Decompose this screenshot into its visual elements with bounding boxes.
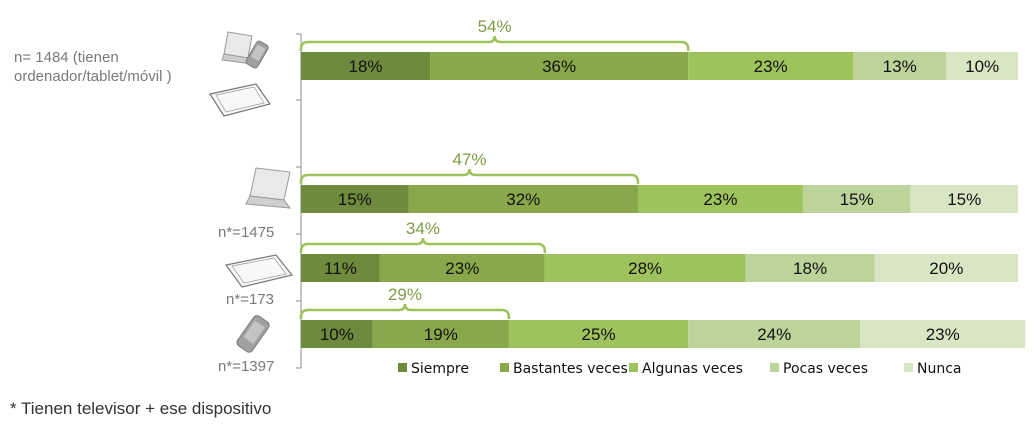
bar-segment — [301, 185, 409, 213]
bar-segment — [508, 320, 689, 348]
bar-segment — [853, 52, 947, 80]
legend-swatch — [398, 363, 407, 372]
bar-value-label: 15% — [338, 190, 372, 209]
bracket — [299, 303, 511, 319]
bar-value-label: 23% — [754, 57, 788, 76]
bar-value-label: 32% — [506, 190, 540, 209]
legend-label: Siempre — [411, 361, 469, 377]
bar-segment — [946, 52, 1018, 80]
bar-value-label: 10% — [965, 57, 999, 76]
bar-segment — [301, 320, 373, 348]
footnote: * Tienen televisor + ese dispositivo — [10, 399, 272, 418]
bar-value-label: 25% — [582, 325, 616, 344]
bar-value-label: 23% — [926, 325, 960, 344]
legend-swatch — [904, 363, 913, 372]
bar-value-label: 15% — [840, 190, 874, 209]
bar-value-label: 11% — [324, 259, 357, 278]
bracket-label: 34% — [406, 219, 440, 238]
bracket-label: 47% — [452, 150, 486, 169]
bar-value-label: 20% — [929, 259, 963, 278]
phone-icon — [236, 315, 270, 353]
bar-segment — [544, 254, 746, 282]
tablet-icon — [224, 254, 294, 288]
bar-value-label: 23% — [445, 259, 479, 278]
legend-label: Pocas veces — [783, 361, 868, 377]
bracket-label: 29% — [388, 285, 422, 304]
bar-segment — [874, 254, 1018, 282]
bracket — [299, 237, 547, 253]
bar-value-label: 13% — [883, 57, 917, 76]
legend-label: Algunas veces — [642, 361, 743, 377]
bar-segment — [301, 52, 431, 80]
legend-label: Bastantes veces — [513, 361, 628, 377]
bar-value-label: 18% — [793, 259, 827, 278]
bar-value-label: 28% — [628, 259, 662, 278]
bar-segment — [408, 185, 638, 213]
legend-swatch — [500, 363, 509, 372]
bracket-label: 54% — [478, 17, 512, 36]
bar-segment — [379, 254, 545, 282]
bar-segment — [637, 185, 803, 213]
bar-value-label: 23% — [703, 190, 737, 209]
legend-swatch — [629, 363, 638, 372]
bar-value-label: 15% — [947, 190, 981, 209]
bracket — [299, 35, 690, 51]
row-label-movil: n*=1397 — [218, 358, 275, 375]
laptop-icon — [245, 167, 292, 209]
bar-segment — [430, 52, 689, 80]
bracket — [299, 168, 640, 184]
bar-value-label: 19% — [424, 325, 458, 344]
bar-value-label: 10% — [320, 325, 354, 344]
bar-segment — [745, 254, 875, 282]
bar-segment — [860, 320, 1026, 348]
bar-segment — [301, 254, 380, 282]
bar-segment — [910, 185, 1018, 213]
tablet-icon — [209, 83, 271, 117]
bar-segment — [372, 320, 509, 348]
legend-label: Nunca — [917, 361, 962, 377]
legend-swatch — [770, 363, 779, 372]
phone-icon — [245, 40, 269, 69]
row-label-total: n= 1484 (tienen ordenador/tablet/móvil ) — [14, 49, 172, 85]
bar-value-label: 24% — [757, 325, 791, 344]
bar-value-label: 36% — [542, 57, 576, 76]
row-label-tablet: n*=173 — [226, 291, 274, 308]
bar-value-label: 18% — [349, 57, 383, 76]
bar-segment — [688, 52, 854, 80]
row-label-ordenador: n*=1475 — [218, 224, 275, 241]
bar-segment — [688, 320, 861, 348]
bar-segment — [802, 185, 911, 213]
